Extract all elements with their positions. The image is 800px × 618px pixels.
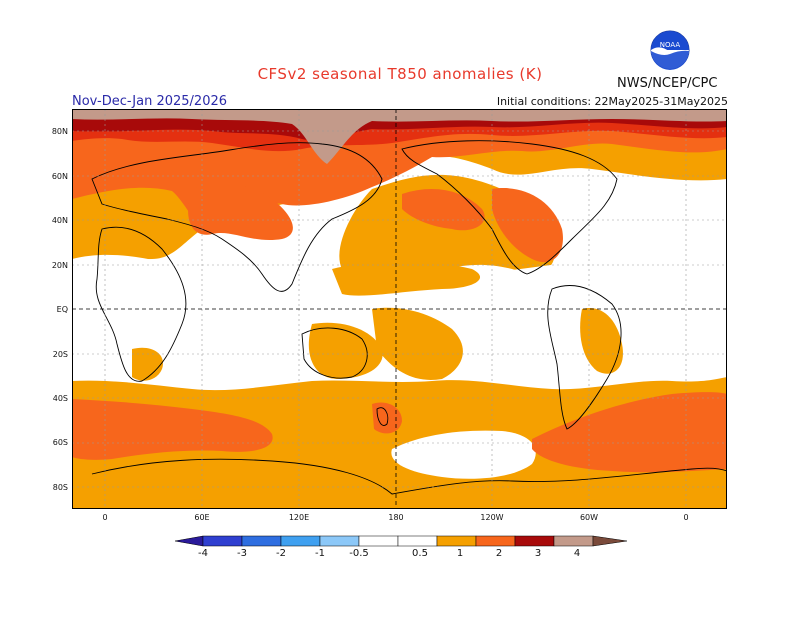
lat-label-20s: 20S	[52, 350, 68, 359]
lat-label-40s: 40S	[52, 394, 68, 403]
forecast-period: Nov-Dec-Jan 2025/2026	[72, 94, 228, 109]
lat-label-eq: EQ	[56, 305, 68, 314]
lat-label-60n: 60N	[51, 172, 68, 181]
anomaly-band-north-brown	[72, 109, 727, 164]
colorbar-label-neg1: -1	[315, 548, 325, 559]
colorbar-segment	[475, 535, 516, 547]
colorbar	[175, 535, 627, 547]
lon-label-120e: 120E	[288, 513, 310, 522]
anomaly-south-atlantic-red	[532, 392, 727, 473]
anomaly-nz-red	[372, 402, 402, 434]
colorbar-segment	[280, 535, 321, 547]
logo-text: NOAA	[660, 41, 681, 49]
colorbar-segment	[358, 535, 399, 547]
lat-label-80n: 80N	[51, 127, 68, 136]
anomaly-north-america-red	[492, 188, 563, 263]
colorbar-segment	[397, 535, 438, 547]
anomaly-south-pacific-orange	[372, 307, 463, 380]
anomaly-map	[72, 109, 727, 509]
lon-label-60w: 60W	[579, 513, 599, 522]
map-title: CFSv2 seasonal T850 anomalies (K)	[257, 65, 543, 83]
colorbar-label-neg2: -2	[276, 548, 286, 559]
lat-label-20n: 20N	[51, 261, 68, 270]
lat-label-80s: 80S	[52, 483, 68, 492]
colorbar-segment	[553, 535, 594, 547]
colorbar-label-neg4: -4	[198, 548, 208, 559]
colorbar-segment	[241, 535, 282, 547]
anomaly-africa-orange	[132, 347, 163, 381]
anomaly-southern-white	[391, 430, 536, 479]
initial-conditions: Initial conditions: 22May2025-31May2025	[496, 95, 728, 108]
colorbar-segment	[202, 535, 243, 547]
colorbar-segment	[319, 535, 360, 547]
colorbar-segment	[436, 535, 477, 547]
colorbar-label-pos1: 1	[456, 548, 464, 559]
lat-label-40n: 40N	[51, 216, 68, 225]
colorbar-segment	[514, 535, 555, 547]
agency-label: NWS/NCEP/CPC	[617, 76, 718, 91]
anomaly-band-south-orange	[72, 377, 727, 509]
colorbar-label-neg3: -3	[237, 548, 247, 559]
lat-label-60s: 60S	[52, 438, 68, 447]
anomaly-south-indian-red	[72, 399, 273, 460]
anomaly-tropical-pacific	[332, 261, 481, 296]
colorbar-label-pos4: 4	[573, 548, 581, 559]
anomaly-eurasia	[188, 183, 293, 241]
anomaly-south-america-orange	[580, 308, 623, 374]
colorbar-arrow-low	[175, 535, 204, 547]
colorbar-label-pos3: 3	[534, 548, 542, 559]
colorbar-label-neg05: -0.5	[349, 548, 369, 559]
lon-label-120w: 120W	[480, 513, 504, 522]
colorbar-label-pos05: 0.5	[412, 548, 428, 559]
lon-label-60e: 60E	[194, 513, 210, 522]
reference-lines	[72, 109, 727, 509]
lon-label-0-left: 0	[102, 513, 108, 522]
colorbar-label-pos2: 2	[495, 548, 503, 559]
noaa-logo-icon: NOAA	[650, 30, 690, 70]
lon-label-180: 180	[388, 513, 404, 522]
lon-label-0-right: 0	[683, 513, 689, 522]
anomaly-australia-orange	[308, 322, 383, 379]
colorbar-arrow-high	[592, 535, 627, 547]
